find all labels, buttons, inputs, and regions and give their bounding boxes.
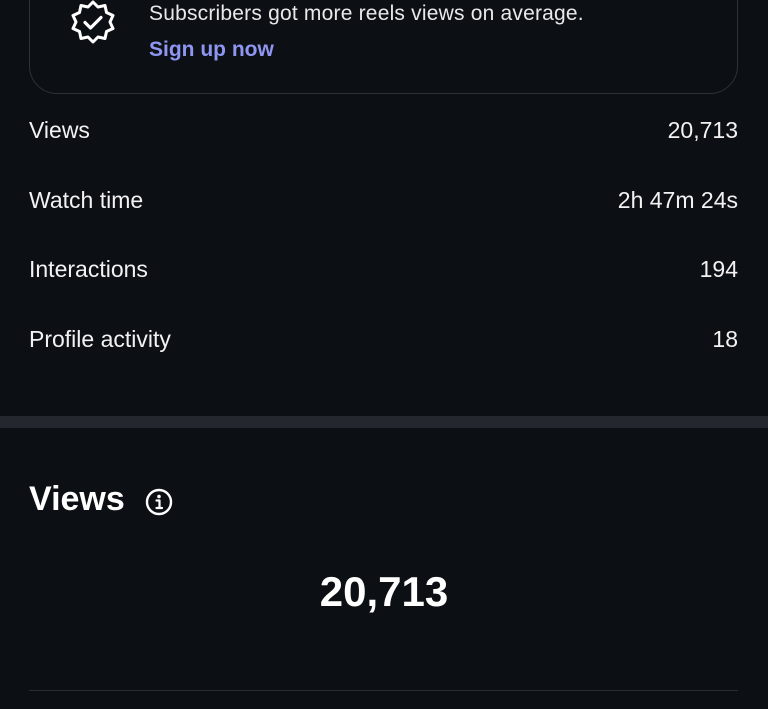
- section-divider: [0, 416, 768, 428]
- metric-label: Watch time: [29, 186, 144, 213]
- metric-value: 18: [712, 325, 738, 352]
- views-total: 20,713: [319, 568, 449, 615]
- metric-row-interactions: Interactions 194: [29, 249, 738, 289]
- metric-value: 194: [699, 255, 738, 282]
- promo-card: [29, 0, 738, 94]
- info-icon[interactable]: [145, 488, 173, 516]
- metric-row-watch-time: Watch time 2h 47m 24s: [29, 180, 738, 220]
- metric-value: 20,713: [667, 116, 738, 143]
- verified-badge-icon: [71, 0, 115, 44]
- sign-up-link[interactable]: Sign up now: [149, 38, 274, 61]
- divider-line: [29, 690, 738, 691]
- metric-label: Interactions: [29, 255, 148, 282]
- metric-row-profile-activity: Profile activity 18: [29, 319, 738, 359]
- metric-label: Profile activity: [29, 325, 171, 352]
- metric-label: Views: [29, 116, 90, 143]
- metric-value: 2h 47m 24s: [617, 186, 738, 213]
- views-section-title: Views: [29, 480, 125, 518]
- promo-text: Subscribers got more reels views on aver…: [149, 2, 584, 25]
- metric-row-views: Views 20,713: [29, 110, 738, 150]
